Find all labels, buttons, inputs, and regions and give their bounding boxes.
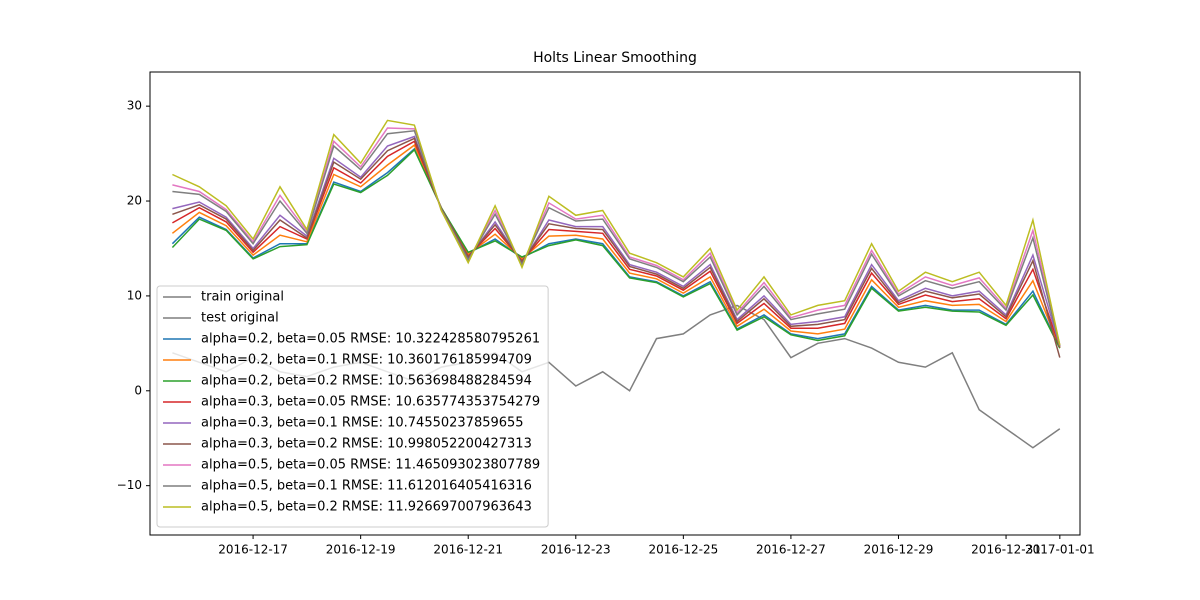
series-line <box>172 137 1061 358</box>
legend-box <box>156 285 549 528</box>
x-tick-label: 2016-12-19 <box>326 543 396 557</box>
y-tick-label: −10 <box>117 478 142 492</box>
legend-label: train original <box>201 290 284 305</box>
y-tick-label: 30 <box>127 99 142 113</box>
x-tick-label: 2016-12-29 <box>864 543 934 557</box>
legend-label: alpha=0.3, beta=0.1 RMSE: 10.74550237859… <box>201 416 524 431</box>
x-tick-label: 2017-01-01 <box>1025 543 1095 557</box>
chart-title: Holts Linear Smoothing <box>533 50 697 66</box>
series-line <box>172 127 1061 346</box>
x-tick-label: 2016-12-21 <box>433 543 503 557</box>
series-line <box>172 129 1061 347</box>
y-tick-label: 0 <box>134 383 142 397</box>
legend-label: alpha=0.3, beta=0.05 RMSE: 10.6357743537… <box>201 395 540 410</box>
legend-label: alpha=0.3, beta=0.2 RMSE: 10.99805220042… <box>201 437 532 452</box>
x-tick-label: 2016-12-31 <box>971 543 1041 557</box>
legend-label: test original <box>201 311 279 326</box>
legend-label: alpha=0.2, beta=0.2 RMSE: 10.56369848828… <box>201 374 532 389</box>
series-line <box>171 148 1061 349</box>
y-tick-label: 20 <box>127 194 142 208</box>
series-line <box>172 140 1061 348</box>
x-tick-label: 2016-12-27 <box>756 543 826 557</box>
legend-label: alpha=0.5, beta=0.2 RMSE: 11.92669700796… <box>201 500 532 515</box>
legend-label: alpha=0.5, beta=0.05 RMSE: 11.4650930238… <box>201 458 540 473</box>
legend-label: alpha=0.5, beta=0.1 RMSE: 11.61201640541… <box>201 479 532 494</box>
legend-label: alpha=0.2, beta=0.05 RMSE: 10.3224285807… <box>201 332 540 347</box>
series-line <box>171 143 1061 349</box>
x-tick-label: 2016-12-17 <box>218 543 288 557</box>
x-tick-label: 2016-12-23 <box>541 543 611 557</box>
series-line <box>172 119 1061 346</box>
x-tick-label: 2016-12-25 <box>648 543 718 557</box>
y-tick-label: 10 <box>127 288 142 302</box>
plot-frame <box>149 71 1081 536</box>
series-line <box>172 135 1061 347</box>
legend: train original test original alpha=0.2, be… <box>156 285 549 528</box>
legend-label: alpha=0.2, beta=0.1 RMSE: 10.36017618599… <box>201 353 532 368</box>
